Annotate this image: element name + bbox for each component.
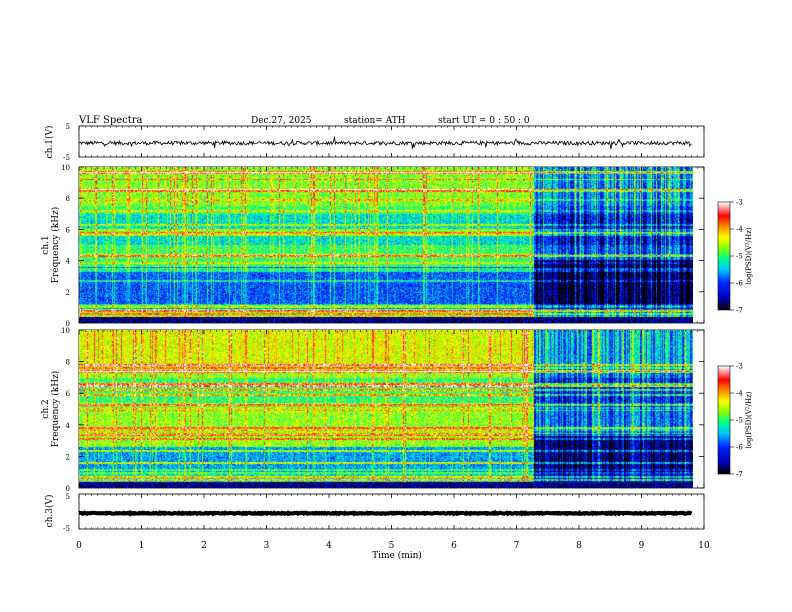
colorbar-tick-label: -4 — [736, 226, 743, 234]
frequency-tick-label: 8 — [66, 195, 70, 203]
frequency-tick-label: 4 — [66, 258, 71, 266]
frequency-tick-label: 6 — [66, 390, 71, 398]
frequency-tick-label: 8 — [66, 359, 70, 367]
ch3-waveform-panel: 5 -5 ch.3(V) — [44, 493, 705, 533]
ch1-spectrogram-heatmap — [79, 167, 693, 323]
time-tick-label: 9 — [639, 541, 645, 551]
time-tick-label: 1 — [139, 541, 145, 551]
colorbar-tick-label: -3 — [736, 199, 743, 207]
ch3-waveform-ylabel: ch.3(V) — [44, 495, 55, 528]
ch1-colorbar-ticks: -3 -4 -5 -6 -7 — [730, 199, 743, 315]
ch1-waveform-trace — [78, 136, 692, 150]
time-tick-label: 5 — [389, 541, 395, 551]
date-label: Dec.27, 2025 — [251, 116, 312, 126]
colorbar-tick-label: -5 — [736, 417, 743, 425]
colorbar-tick-label: -6 — [736, 444, 743, 452]
frequency-tick-label: 0 — [66, 485, 70, 493]
time-tick-label: 0 — [76, 541, 82, 551]
frequency-tick-label: 2 — [66, 453, 70, 461]
colorbar-tick-label: -7 — [736, 307, 743, 315]
colorbar-tick-label: -5 — [736, 253, 743, 261]
frequency-tick-label: 6 — [66, 226, 71, 234]
ch1-colorbar — [718, 202, 730, 310]
time-tick-label: 7 — [514, 541, 520, 551]
frequency-tick-label: 0 — [66, 320, 70, 328]
colorbar-tick-label: -3 — [736, 363, 743, 371]
ch1-waveform-frame — [78, 125, 705, 158]
ch1-waveform-ylabel: ch.1(V) — [44, 126, 55, 159]
start-ut-label: start UT = 0 : 50 : 0 — [438, 116, 530, 126]
time-tick-label: 8 — [576, 541, 582, 551]
ch2-colorbar-label: log(PSD)(V²/Hz) — [745, 391, 753, 448]
frequency-tick-label: 10 — [61, 327, 70, 335]
frequency-tick-label: 2 — [66, 289, 70, 297]
ch2-spectrogram-yaxis: 0 2 4 6 8 10 — [61, 327, 704, 493]
ch1-frequency-label: Frequency (kHz) — [50, 207, 61, 284]
time-tick-label: 6 — [451, 541, 457, 551]
figure-title: VLF Spectra — [78, 115, 143, 126]
time-axis-label: Time (min) — [372, 550, 422, 561]
ch1-ytick-bottom: -5 — [63, 154, 70, 162]
ch2-channel-label: ch.2 — [41, 399, 51, 418]
ch3-ytick-bottom: -5 — [63, 525, 70, 533]
time-axis: 0 1 2 3 4 5 6 7 8 9 10 — [76, 126, 710, 551]
ch2-frequency-label: Frequency (kHz) — [50, 371, 61, 448]
colorbar-tick-label: -4 — [736, 390, 743, 398]
ch1-colorbar-label: log(PSD)(V²/Hz) — [745, 227, 753, 284]
ch1-ytick-top: 5 — [66, 123, 70, 131]
ch2-colorbar-ticks: -3 -4 -5 -6 -7 — [730, 363, 743, 479]
waveform-line — [78, 136, 692, 150]
ch1-spectrogram-yaxis: 0 2 4 6 8 10 — [61, 164, 704, 328]
time-tick-label: 10 — [698, 541, 710, 551]
ch3-waveform-trace — [78, 509, 693, 517]
station-label: station= ATH — [344, 116, 406, 126]
ch1-channel-label: ch.1 — [41, 235, 51, 254]
ch2-spectrogram-heatmap — [79, 330, 693, 488]
ch3-ytick-top: 5 — [66, 493, 70, 501]
ch2-colorbar — [718, 366, 730, 474]
time-tick-label: 4 — [326, 541, 332, 551]
colorbar-tick-label: -6 — [736, 280, 743, 288]
ch1-waveform-panel: 5 -5 ch.1(V) — [44, 123, 705, 162]
waveform-line — [78, 509, 693, 517]
frequency-tick-label: 4 — [66, 422, 71, 430]
time-tick-label: 3 — [264, 541, 270, 551]
frequency-tick-label: 10 — [61, 164, 70, 172]
time-tick-label: 2 — [201, 541, 207, 551]
colorbar-tick-label: -7 — [736, 471, 743, 479]
